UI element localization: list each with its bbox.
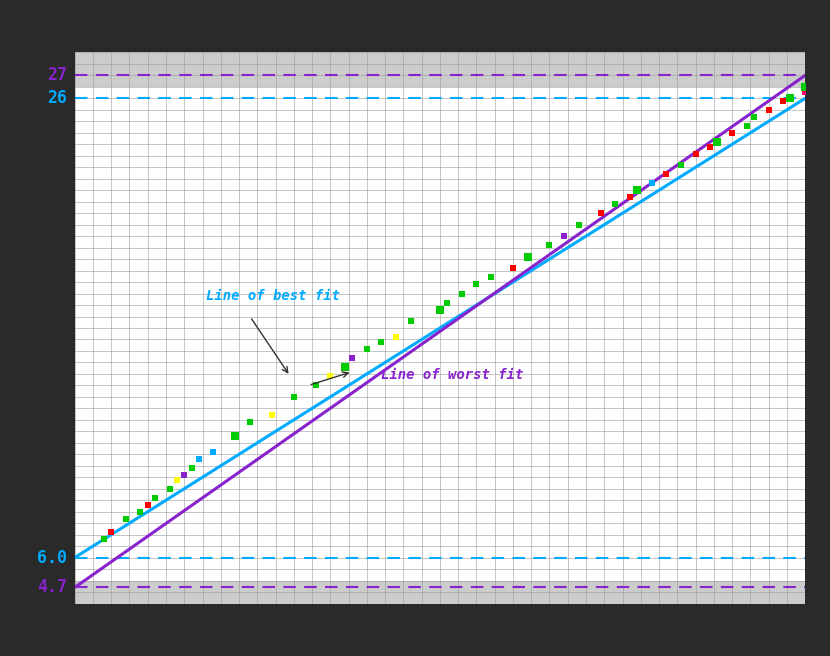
Text: Line of best fit: Line of best fit [206, 289, 340, 304]
Text: Line of worst fit: Line of worst fit [382, 367, 524, 382]
Text: 27: 27 [47, 66, 67, 85]
Text: 6.0: 6.0 [37, 548, 67, 567]
Bar [75, 52, 805, 87]
Text: 26: 26 [47, 89, 67, 108]
Text: 4.7: 4.7 [37, 579, 67, 596]
Bar [75, 581, 805, 604]
